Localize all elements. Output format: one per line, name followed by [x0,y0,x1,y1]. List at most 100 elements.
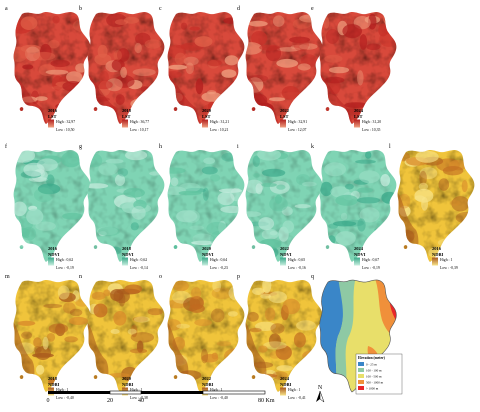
legend-high: High : 31,20 [362,120,381,125]
panel-letter: g [79,144,82,150]
panel-year: 2018 [122,246,132,251]
panel-index-label: NDVI [202,252,214,257]
raster-fill [245,149,323,263]
elevation-class-label: 500 - 1000 m [366,380,384,384]
panel-letter: i [237,144,239,150]
panel-letter: p [237,274,240,280]
panel-year: 2022 [202,376,212,381]
panel-letter: c [159,6,162,12]
legend-high: High : 1 [130,388,143,392]
panel-letter: l [389,144,391,150]
legend-high: High : 32,91 [288,120,307,125]
legend-ramp [280,257,286,266]
legend-high: High : 1 [440,258,453,262]
panel-index-label: NDBI [122,382,134,387]
panel-index-label: LST [122,114,131,119]
panel-year: 2020 [202,108,212,113]
legend-ramp [122,257,128,266]
panel-index-label: NDVI [280,252,292,257]
scale-bar-segment [141,391,203,394]
legend-high: High : 31,21 [210,120,229,125]
panel-letter: d [237,6,240,12]
panel-year: 2020 [122,376,132,381]
legend-low: Low : -0,39 [440,266,458,271]
elevation-class-swatch [358,374,364,378]
panel-year: 2024 [280,376,290,381]
legend-ramp [280,387,286,396]
legend-low: Low : -0,14 [130,266,148,271]
panel-index-label: LST [48,114,57,119]
legend-ramp [122,119,128,128]
panel-index-label: NDVI [48,252,60,257]
panel-index-label: NDBI [202,382,214,387]
panel-year: 2018 [122,108,132,113]
panel-index-label: NDBI [432,252,444,257]
legend-low: Low : 10,21 [210,128,229,133]
panel-year: 2018 [48,376,58,381]
elevation-class-swatch [358,362,364,366]
panel-index-label: NDVI [122,252,134,257]
legend-ramp [48,257,54,266]
panel-letter: m [5,274,10,280]
legend-high: High : 0,62 [130,258,147,263]
panel-year: 2022 [280,246,290,251]
elevation-class-label: 100 - 500 m [366,374,382,378]
panel-index-label: LST [354,114,363,119]
panel-letter: n [79,274,82,280]
elevation-legend-title: Elevation (meter) [358,356,386,360]
north-label: N [318,385,323,391]
scale-tick-label: 0 [47,398,50,404]
panel-year: 2020 [202,246,212,251]
legend-low: Low : -0,40 [56,396,74,401]
legend-high: High : 0,65 [288,258,305,263]
legend-low: Low : 10,17 [130,128,149,133]
elevation-class-swatch [358,368,364,372]
legend-high: High : 36,77 [130,120,149,125]
legend-low: Low : 12,07 [288,128,307,133]
elevation-legend: Elevation (meter) 0 - 25 m 100 - 100 m 100 … [355,353,403,395]
legend-ramp [280,119,286,128]
scale-bar-segment [202,390,266,395]
panel-year: 2024 [354,108,364,113]
panel-year: 2016 [432,246,442,251]
panel-letter: b [79,6,82,12]
elevation-class-label: 100 - 100 m [366,368,382,372]
legend-ramp [202,257,208,266]
panel-year: 2016 [48,108,58,113]
scale-bar-segment [48,391,110,394]
panel-letter: f [5,143,7,150]
legend-low: Low : -0,23 [210,266,228,271]
legend-low: Low : -0,19 [362,266,380,271]
legend-low: Low : 10,35 [362,128,381,133]
scale-tick-label: 80 Km [258,398,275,404]
legend-high: High : 1 [56,388,69,392]
legend-ramp [354,257,360,266]
panel-index-label: LST [280,114,289,119]
elevation-class-label: 0 - 25 m [366,362,377,366]
panel-letter: o [159,274,162,280]
legend-high: High : 1 [288,388,301,392]
panel-index-label: LST [202,114,211,119]
legend-low: Low : -0,16 [288,266,306,271]
panel-year: 2024 [354,246,364,251]
panel-index-label: NDVI [354,252,366,257]
scale-tick-label: 20 [107,398,113,404]
panel-year: 2022 [280,108,290,113]
panel-letter: h [159,144,162,150]
legend-low: Low : -0,41 [288,396,306,401]
legend-low: Low : -0,19 [56,266,74,271]
